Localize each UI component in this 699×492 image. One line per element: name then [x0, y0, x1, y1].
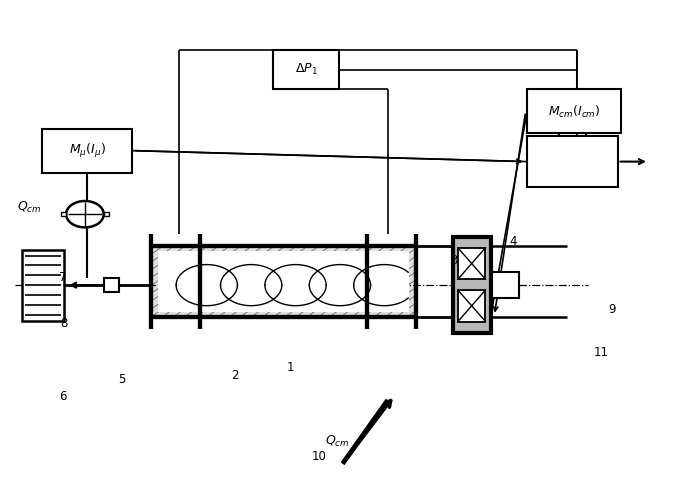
Text: $M_{\mu}(I_{\mu})$: $M_{\mu}(I_{\mu})$: [69, 142, 106, 159]
Text: 4: 4: [510, 235, 517, 247]
Text: 7: 7: [59, 271, 66, 284]
Bar: [151, 246, 416, 317]
Bar: [22, 249, 64, 321]
Text: $\Delta P_1$: $\Delta P_1$: [294, 62, 317, 77]
Bar: [452, 238, 491, 333]
Bar: [103, 278, 119, 292]
Text: $Q_{cm}$: $Q_{cm}$: [325, 434, 350, 449]
Bar: [458, 290, 486, 321]
Text: $M_{cm}(I_{cm})$: $M_{cm}(I_{cm})$: [548, 103, 600, 120]
Text: 9: 9: [608, 303, 616, 316]
Text: 1: 1: [287, 361, 294, 374]
Text: 5: 5: [118, 372, 126, 386]
Bar: [458, 248, 486, 279]
Bar: [527, 136, 617, 187]
Text: 10: 10: [312, 450, 326, 463]
Text: $Q_{cm}$: $Q_{cm}$: [17, 200, 41, 215]
Bar: [103, 212, 109, 216]
Text: 3: 3: [450, 254, 458, 267]
Bar: [61, 212, 66, 216]
Text: 8: 8: [60, 317, 68, 330]
Bar: [492, 273, 519, 298]
Bar: [273, 50, 339, 90]
Text: 2: 2: [231, 369, 238, 382]
Text: 11: 11: [594, 346, 609, 359]
Text: 6: 6: [59, 390, 66, 403]
Bar: [158, 251, 409, 312]
Bar: [527, 90, 621, 133]
Bar: [42, 128, 132, 173]
